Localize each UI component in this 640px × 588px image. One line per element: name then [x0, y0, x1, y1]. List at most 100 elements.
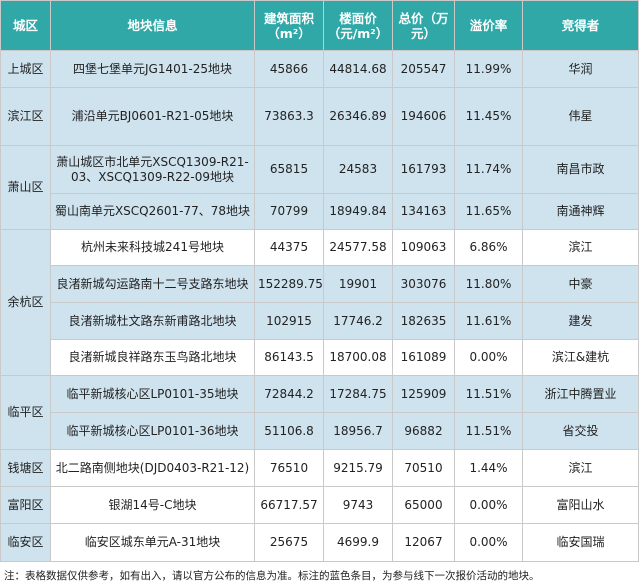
area-cell: 102915 — [254, 302, 324, 340]
header-district: 城区 — [0, 0, 51, 51]
area-cell: 66717.57 — [254, 486, 324, 524]
winner-cell: 滨江 — [522, 449, 639, 487]
total-price-cell: 96882 — [392, 412, 455, 450]
area-cell: 73863.3 — [254, 87, 324, 146]
floor-price-cell: 9743 — [323, 486, 393, 524]
floor-price-cell: 17284.75 — [323, 375, 393, 413]
winner-cell: 临安国瑞 — [522, 523, 639, 562]
winner-cell: 滨江 — [522, 229, 639, 266]
table-row: 临安区 临安区城东单元A-31地块 25675 4699.9 12067 0.0… — [0, 523, 639, 562]
premium-cell: 11.65% — [454, 193, 523, 230]
premium-cell: 11.80% — [454, 265, 523, 303]
parcel-cell: 良渚新城勾运路南十二号支路东地块 — [50, 265, 255, 303]
district-cell: 钱塘区 — [0, 449, 51, 487]
floor-price-cell: 18956.7 — [323, 412, 393, 450]
floor-price-cell: 24583 — [323, 145, 393, 194]
table-row: 富阳区 银湖14号-C地块 66717.57 9743 65000 0.00% … — [0, 486, 639, 524]
district-cell: 滨江区 — [0, 87, 51, 146]
area-cell: 76510 — [254, 449, 324, 487]
district-cell: 余杭区 — [0, 229, 51, 376]
parcel-cell: 萧山城区市北单元XSCQ1309-R21-03、XSCQ1309-R22-09地… — [50, 145, 255, 194]
winner-cell: 建发 — [522, 302, 639, 340]
parcel-cell: 良渚新城杜文路东新甫路北地块 — [50, 302, 255, 340]
table-row: 蜀山南单元XSCQ2601-77、78地块 70799 18949.84 134… — [1, 193, 639, 230]
area-cell: 45866 — [254, 50, 324, 88]
table-row: 萧山区 萧山城区市北单元XSCQ1309-R21-03、XSCQ1309-R22… — [0, 145, 639, 230]
parcel-cell: 蜀山南单元XSCQ2601-77、78地块 — [50, 193, 255, 230]
area-cell: 65815 — [254, 145, 324, 194]
total-price-cell: 205547 — [392, 50, 455, 88]
area-cell: 51106.8 — [254, 412, 324, 450]
winner-cell: 伟星 — [522, 87, 639, 146]
parcel-cell: 良渚新城良祥路东玉鸟路北地块 — [50, 339, 255, 376]
winner-cell: 南昌市政 — [522, 145, 639, 194]
floor-price-cell: 44814.68 — [323, 50, 393, 88]
table-row: 良渚新城良祥路东玉鸟路北地块 86143.5 18700.08 161089 0… — [1, 339, 639, 376]
premium-cell: 11.51% — [454, 375, 523, 413]
area-cell: 25675 — [254, 523, 324, 562]
winner-cell: 省交投 — [522, 412, 639, 450]
area-cell: 86143.5 — [254, 339, 324, 376]
table-row: 上城区 四堡七堡单元JG1401-25地块 45866 44814.68 205… — [0, 50, 639, 88]
winner-cell: 中豪 — [522, 265, 639, 303]
parcel-cell: 临平新城核心区LP0101-35地块 — [50, 375, 255, 413]
total-price-cell: 303076 — [392, 265, 455, 303]
table-row: 良渚新城勾运路南十二号支路东地块 152289.75 19901 303076 … — [1, 265, 639, 303]
district-cell: 临平区 — [0, 375, 51, 450]
total-price-cell: 161793 — [392, 145, 455, 194]
premium-cell: 11.74% — [454, 145, 523, 194]
winner-cell: 富阳山水 — [522, 486, 639, 524]
district-cell: 临安区 — [0, 523, 51, 562]
floor-price-cell: 19901 — [323, 265, 393, 303]
header-row: 城区 地块信息 建筑面积（m²） 楼面价（元/m²） 总价（万元） 溢价率 竞得… — [0, 0, 639, 51]
total-price-cell: 161089 — [392, 339, 455, 376]
total-price-cell: 125909 — [392, 375, 455, 413]
winner-cell: 滨江&建杭 — [522, 339, 639, 376]
district-cell: 萧山区 — [0, 145, 51, 230]
total-price-cell: 70510 — [392, 449, 455, 487]
floor-price-cell: 26346.89 — [323, 87, 393, 146]
winner-cell: 南通神辉 — [522, 193, 639, 230]
total-price-cell: 182635 — [392, 302, 455, 340]
floor-price-cell: 24577.58 — [323, 229, 393, 266]
table-row: 钱塘区 北二路南侧地块(DJD0403-R21-12) 76510 9215.7… — [0, 449, 639, 487]
total-price-cell: 12067 — [392, 523, 455, 562]
parcel-cell: 临安区城东单元A-31地块 — [50, 523, 255, 562]
header-parcel: 地块信息 — [50, 0, 255, 51]
premium-cell: 1.44% — [454, 449, 523, 487]
total-price-cell: 134163 — [392, 193, 455, 230]
floor-price-cell: 17746.2 — [323, 302, 393, 340]
total-price-cell: 194606 — [392, 87, 455, 146]
premium-cell: 11.45% — [454, 87, 523, 146]
premium-cell: 11.61% — [454, 302, 523, 340]
land-auction-table: 城区 地块信息 建筑面积（m²） 楼面价（元/m²） 总价（万元） 溢价率 竞得… — [0, 0, 639, 562]
premium-cell: 11.99% — [454, 50, 523, 88]
total-price-cell: 109063 — [392, 229, 455, 266]
header-total-price: 总价（万元） — [392, 0, 455, 51]
floor-price-cell: 18949.84 — [323, 193, 393, 230]
floor-price-cell: 9215.79 — [323, 449, 393, 487]
premium-cell: 11.51% — [454, 412, 523, 450]
district-cell: 富阳区 — [0, 486, 51, 524]
header-premium: 溢价率 — [454, 0, 523, 51]
table-row: 良渚新城杜文路东新甫路北地块 102915 17746.2 182635 11.… — [1, 302, 639, 340]
parcel-cell: 北二路南侧地块(DJD0403-R21-12) — [50, 449, 255, 487]
parcel-cell: 浦沿单元BJ0601-R21-05地块 — [50, 87, 255, 146]
premium-cell: 0.00% — [454, 486, 523, 524]
header-winner: 竞得者 — [522, 0, 639, 51]
area-cell: 44375 — [254, 229, 324, 266]
winner-cell: 华润 — [522, 50, 639, 88]
table-row: 滨江区 浦沿单元BJ0601-R21-05地块 73863.3 26346.89… — [0, 87, 639, 146]
parcel-cell: 银湖14号-C地块 — [50, 486, 255, 524]
premium-cell: 0.00% — [454, 339, 523, 376]
premium-cell: 0.00% — [454, 523, 523, 562]
footnote: 注：表格数据仅供参考，如有出入，请以官方公布的信息为准。标注的蓝色条目，为参与线… — [4, 570, 540, 582]
header-area: 建筑面积（m²） — [254, 0, 324, 51]
parcel-cell: 四堡七堡单元JG1401-25地块 — [50, 50, 255, 88]
header-floor-price: 楼面价（元/m²） — [323, 0, 393, 51]
area-cell: 72844.2 — [254, 375, 324, 413]
parcel-cell: 临平新城核心区LP0101-36地块 — [50, 412, 255, 450]
total-price-cell: 65000 — [392, 486, 455, 524]
premium-cell: 6.86% — [454, 229, 523, 266]
area-cell: 152289.75 — [254, 265, 324, 303]
